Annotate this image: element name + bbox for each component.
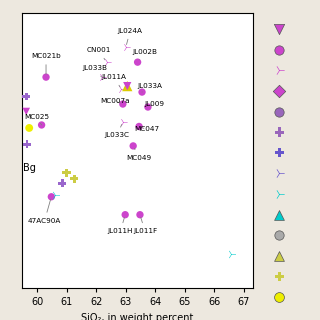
Point <box>123 212 128 217</box>
Point <box>120 119 125 124</box>
Point <box>137 124 142 129</box>
Point <box>277 212 282 217</box>
Point <box>60 181 65 186</box>
Text: JL011F: JL011F <box>133 217 157 234</box>
Point <box>135 60 140 65</box>
Point <box>24 142 29 147</box>
Text: JL011A: JL011A <box>101 74 126 87</box>
Point <box>277 88 282 93</box>
Text: 47AC90A: 47AC90A <box>28 199 61 224</box>
Point <box>137 212 142 217</box>
Point <box>277 233 282 238</box>
Text: MC049: MC049 <box>126 148 152 161</box>
Text: JL024A: JL024A <box>118 28 143 44</box>
Point <box>277 274 282 279</box>
Point <box>145 104 150 109</box>
Point <box>72 176 77 181</box>
Point <box>277 295 282 300</box>
Text: JL002B: JL002B <box>132 49 157 60</box>
Point <box>277 150 282 155</box>
Point <box>277 109 282 114</box>
Point <box>24 109 29 114</box>
Text: Bg: Bg <box>23 163 36 173</box>
Point <box>228 251 233 256</box>
Point <box>49 194 54 199</box>
Point <box>24 94 29 99</box>
Point <box>39 123 44 128</box>
X-axis label: SiO₂, in weight percent: SiO₂, in weight percent <box>81 313 194 320</box>
Point <box>52 193 58 198</box>
Point <box>277 68 282 73</box>
Point <box>44 75 49 80</box>
Point <box>125 84 130 89</box>
Text: CN001: CN001 <box>86 47 111 60</box>
Point <box>277 191 282 196</box>
Point <box>277 171 282 176</box>
Point <box>27 125 32 131</box>
Text: MC025: MC025 <box>24 115 49 125</box>
Point <box>99 75 104 80</box>
Text: MC047: MC047 <box>134 126 159 132</box>
Point <box>119 86 124 92</box>
Point <box>125 84 130 89</box>
Point <box>277 27 282 32</box>
Text: JL033A: JL033A <box>137 83 162 92</box>
Point <box>140 90 145 95</box>
Point <box>120 101 125 107</box>
Point <box>277 130 282 135</box>
Point <box>64 170 69 175</box>
Text: MC021b: MC021b <box>31 53 61 74</box>
Text: JL033B: JL033B <box>82 65 107 77</box>
Point <box>131 143 136 148</box>
Point <box>123 44 128 50</box>
Point <box>277 253 282 259</box>
Text: JL033C: JL033C <box>104 124 129 139</box>
Text: JL011H: JL011H <box>108 217 133 234</box>
Text: JL009: JL009 <box>144 101 164 107</box>
Point <box>277 47 282 52</box>
Text: MC007a: MC007a <box>100 98 129 104</box>
Point <box>104 60 109 65</box>
